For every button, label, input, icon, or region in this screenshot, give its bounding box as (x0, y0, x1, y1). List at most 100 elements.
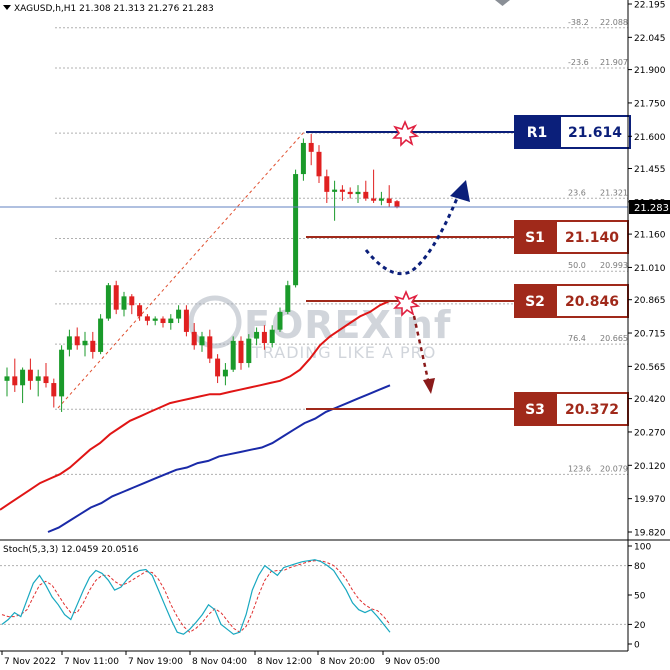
candle-body (207, 336, 213, 359)
candle-body (27, 369, 33, 381)
candle-body (261, 331, 267, 344)
price-tick-label: 20.120 (634, 462, 666, 472)
level-r1-value: 21.614 (568, 125, 622, 141)
candle-body (51, 383, 57, 397)
stochastic-signal-line (1, 560, 391, 633)
starburst-icon (392, 119, 420, 147)
candle-body (105, 285, 111, 319)
level-r1: R1 21.614 (306, 115, 631, 149)
last-price-tag: 21.283 (629, 200, 670, 214)
candlestick-series (4, 134, 400, 412)
candle-body (285, 285, 291, 312)
candle-body (386, 198, 392, 203)
candle-body (191, 331, 197, 346)
bearish-arrowhead-icon (423, 378, 435, 394)
level-s3: S3 20.372 (306, 392, 629, 426)
candle-body (74, 336, 80, 346)
fibonacci-level-ratio: 50.0 (568, 261, 586, 270)
fibonacci-level-ratio: -38.2 (568, 18, 589, 27)
symbol-header: XAGUSD,h,H1 21.308 21.313 21.276 21.283 (14, 4, 214, 14)
candle-body (144, 316, 150, 321)
price-tick-label: 21.455 (634, 165, 666, 175)
stochastic-tick-label: 20 (634, 621, 646, 631)
fibonacci-level-ratio: -23.6 (568, 58, 589, 67)
candle-body (137, 305, 143, 317)
scroll-marker-icon[interactable] (495, 0, 510, 6)
level-s1-name: S1 (525, 230, 545, 246)
candle-body (176, 309, 182, 319)
price-tick-label: 20.420 (634, 395, 666, 405)
candle-body (183, 309, 189, 332)
stochastic-tick-label: 0 (634, 641, 640, 651)
candle-body (12, 376, 18, 386)
candle-body (168, 318, 174, 324)
time-tick-label: 7 Nov 11:00 (64, 657, 119, 667)
candle-body (59, 349, 65, 397)
price-tick-label: 21.010 (634, 264, 666, 274)
fibonacci-level-price: 21.321 (600, 188, 628, 197)
time-tick-label: 8 Nov 20:00 (320, 657, 375, 667)
stochastic-tick-label: 50 (634, 592, 646, 602)
stochastic-grid (0, 565, 628, 625)
candle-body (90, 340, 96, 352)
price-tick-label: 22.045 (634, 34, 666, 44)
candle-body (238, 340, 244, 364)
fibonacci-level-price: 20.079 (600, 464, 628, 473)
fibonacci-level-price: 22.088 (600, 18, 628, 27)
price-tick-label: 21.160 (634, 231, 666, 241)
candle-body (378, 198, 384, 201)
watermark-logo-icon (188, 295, 242, 349)
time-tick-label: 8 Nov 04:00 (192, 657, 247, 667)
price-tick-label: 19.820 (634, 529, 666, 539)
candle-body (113, 285, 119, 310)
last-price-label: 21.283 (634, 203, 669, 214)
candle-body (363, 191, 369, 199)
level-s2-name-box (514, 284, 556, 318)
candle-body (293, 174, 299, 286)
candle-body (316, 151, 322, 177)
bearish-projection-arrow (412, 315, 430, 381)
fibonacci-level-price: 20.665 (600, 334, 628, 343)
level-s2-name: S2 (525, 294, 545, 310)
candle-body (394, 201, 400, 207)
level-s3-value: 20.372 (565, 402, 619, 418)
candle-body (160, 318, 166, 324)
level-s2-value: 20.846 (565, 294, 619, 310)
candle-body (4, 376, 10, 381)
candle-body (300, 142, 306, 175)
candle-body (254, 331, 260, 339)
candle-body (43, 376, 49, 384)
stochastic-tick-label: 100 (634, 543, 651, 553)
triangle-down-icon[interactable] (3, 5, 11, 10)
bullish-projection-arrow (364, 195, 460, 276)
price-tick-label: 20.715 (634, 330, 666, 340)
candle-body (98, 318, 104, 352)
level-s3-name: S3 (525, 402, 545, 418)
starburst-icon (393, 289, 421, 317)
candle-body (35, 376, 41, 381)
time-tick-label: 7 Nov 19:00 (128, 657, 183, 667)
candle-body (371, 198, 377, 201)
candle-body (215, 358, 221, 377)
candle-body (152, 318, 158, 321)
stochastic-title: Stoch(5,3,3) 12.0459 20.0516 (3, 545, 139, 555)
fibonacci-level-price: 21.907 (600, 58, 628, 67)
fibonacci-level-ratio: 123.6 (568, 464, 591, 473)
level-s1-value: 21.140 (565, 230, 619, 246)
level-s1-value-box (555, 220, 629, 254)
candle-body (199, 336, 205, 346)
level-s1: S1 21.140 (306, 220, 629, 254)
stochastic-tick-label: 80 (634, 562, 646, 572)
candle-body (222, 369, 228, 377)
time-tick-label: 9 Nov 05:00 (385, 657, 440, 667)
candle-body (129, 296, 135, 306)
fibonacci-labels: -38.2 22.088 -23.6 21.907 23.6 21.321 50.0 20.9… (568, 18, 628, 474)
fibonacci-level-price: 20.993 (600, 261, 628, 270)
candle-body (269, 329, 275, 344)
price-tick-label: 20.270 (634, 428, 666, 438)
candle-body (332, 189, 338, 192)
price-tick-label: 21.600 (634, 133, 666, 143)
price-tick-label: 20.565 (634, 363, 666, 373)
last-price-box (629, 200, 670, 214)
